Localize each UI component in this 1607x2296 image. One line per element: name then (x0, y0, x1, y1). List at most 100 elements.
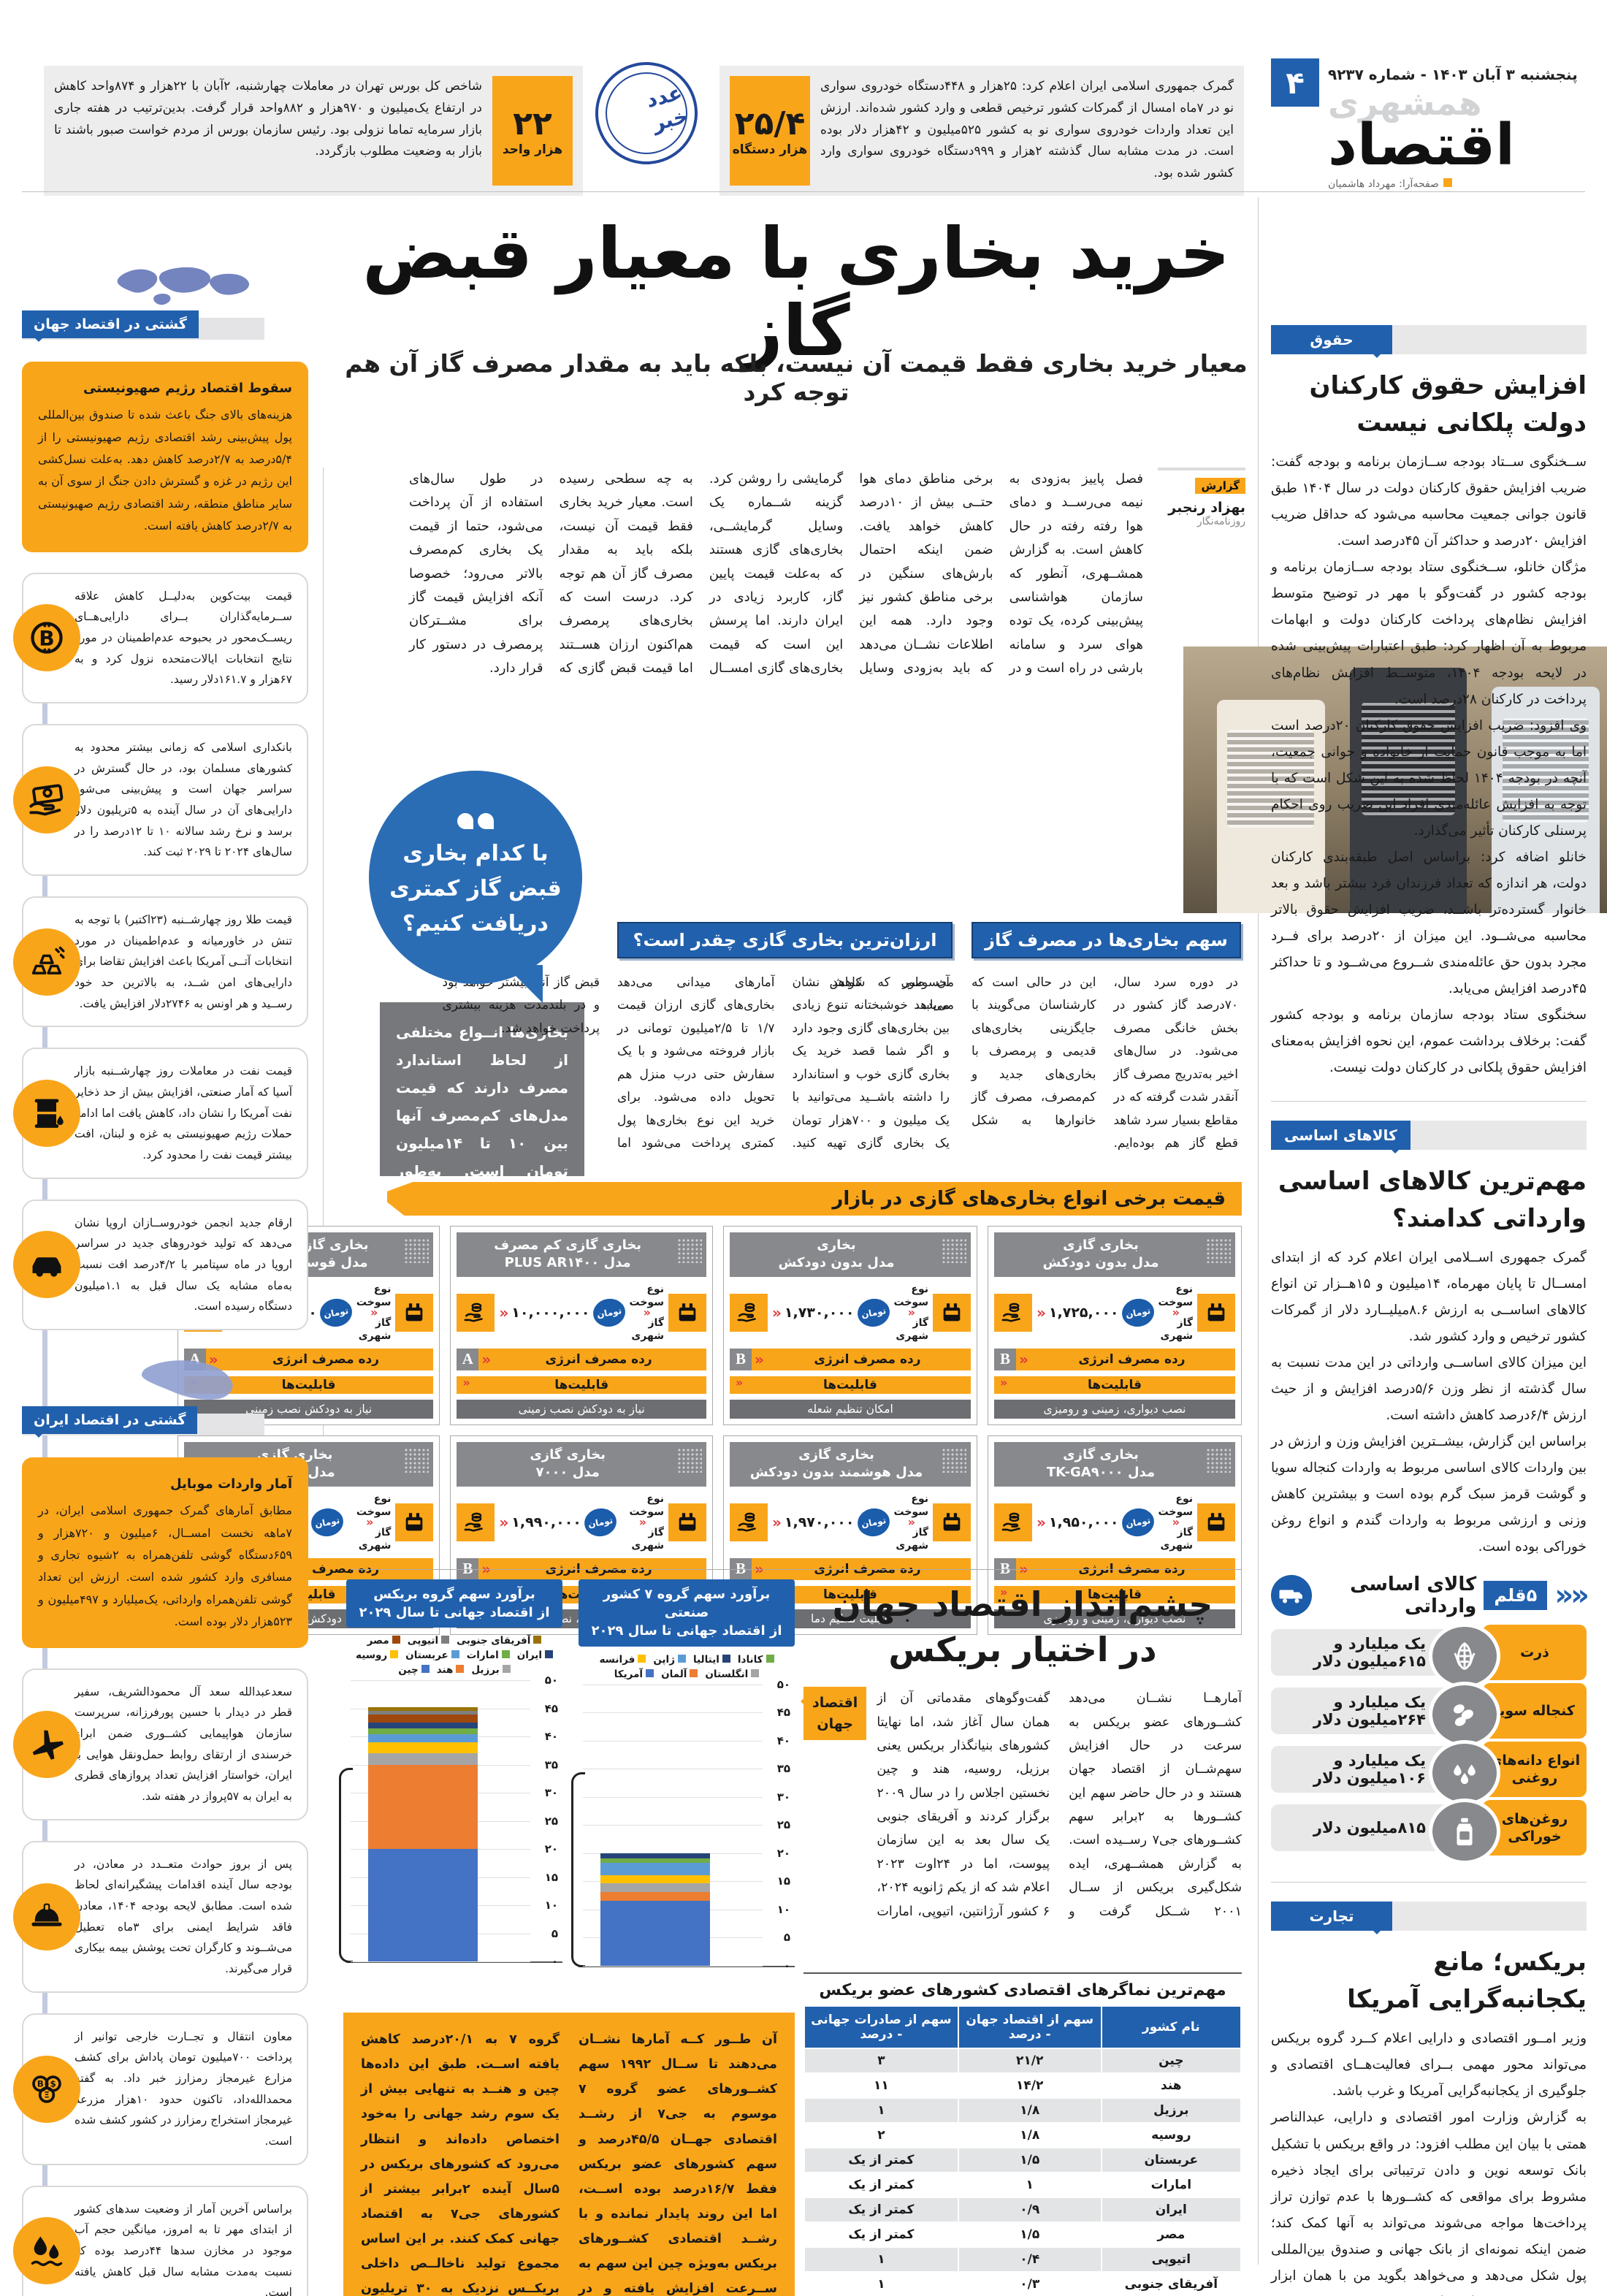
heater-card: بخاری گازی مدل TK-GA۹۰۰۰ نوع سوخت « گاز ش… (987, 1435, 1242, 1635)
import-item-row: ذرت یک میلیارد و ۶۱۵میلیون دلار (1271, 1623, 1587, 1690)
report-tag: گزارش (1195, 478, 1245, 494)
chevron-down-icon: « (462, 1375, 470, 1389)
svg-text:B: B (37, 2078, 44, 2089)
chevron-down-icon: « (643, 1305, 651, 1319)
chevron-down-icon: « (999, 1375, 1007, 1389)
legend-item: چین (398, 1664, 430, 1676)
article-salaries: حقوق افزایش حقوق کارکنان دولت پلکانی نیس… (1271, 325, 1587, 1102)
chevron-left-icon: « (771, 1513, 782, 1531)
chevron-down-icon: « (999, 1584, 1007, 1599)
chart-plot: ۰ ۵ ۱۰ ۱۵ ۲۰ ۲۵ ۳۰ ۳۵ ۴۰ ۴۵ ۵۰ (571, 1678, 795, 1972)
miner-helmet-icon (13, 1883, 80, 1950)
energy-class-letter: B (993, 1348, 1016, 1370)
iran-section-header: گشتی در اقتصاد ایران (22, 1406, 308, 1441)
bracket-decoration (571, 1771, 585, 1967)
hand-coins-icon (729, 1293, 768, 1332)
energy-class-letter: B (729, 1557, 752, 1580)
bar-segment-کانادا (600, 1858, 710, 1864)
sidebar-item-text: ارقام جدید انجمن خودروســازان اروپا نشان… (75, 1216, 293, 1313)
import-item-row: انواع دانه‌های روغنی یک میلیارد و ۱۰۶میل… (1271, 1740, 1587, 1807)
sidebar: گشتی در اقتصاد جهان سقوط اقتصاد رژیم صهی… (13, 259, 308, 2296)
chevron-down-icon: « (370, 1305, 378, 1319)
brics-article: چشم‌انداز اقتصاد جهان در اختیار بریکس آم… (800, 1582, 1242, 1928)
heater-card-title: بخاری گازی کم مصرف مدل PLUS AR۱۴۰۰ (457, 1232, 706, 1277)
energy-rating-row: رده مصرف انرژی « B (993, 1348, 1235, 1370)
chart-title: برآورد سهم گروه ۷ کشور صنعتی از اقتصاد ج… (579, 1579, 795, 1647)
table-header-row: نام کشور سهم از اقتصاد جهان - درصد سهم ا… (804, 2005, 1243, 2049)
bar-segment-هند (368, 1764, 478, 1850)
gas-meter-icon (395, 1503, 434, 1541)
sidebar-item-text: براساس آخرین آمار از وضعیت سدهای کشور از… (75, 2202, 292, 2296)
chevron-left-icon: « (1018, 1560, 1028, 1578)
bar-segment-ایران (368, 1723, 478, 1728)
chevron-down-icon: « (1172, 1514, 1180, 1529)
import-item-value: یک میلیارد و ۶۱۵میلیون دلار (1313, 1635, 1426, 1671)
energy-rating-row: رده مصرف انرژی « B (729, 1348, 971, 1370)
table-row: روسیه ۱/۸ ۲ (804, 2122, 1243, 2148)
gold-bars-icon (13, 928, 80, 996)
sidebar-world-item: قیمت طلا روز چهارشــنبه (۲۳اکتبر) با توج… (13, 896, 308, 1028)
axis-tick: ۵ (551, 1926, 558, 1940)
legend-item: امارات (467, 1649, 510, 1661)
bar-segment-عربستان (368, 1734, 478, 1743)
sidebar-world-item: بانکداری اسلامی که زمانی بیشتر محدود به … (13, 723, 308, 876)
column-header: سهم از صادرات جهانی - درصد (804, 2005, 959, 2049)
sidebar-item-text: بانکداری اسلامی که زمانی بیشتر محدود به … (75, 740, 293, 859)
chart-plot: ۰ ۵ ۱۰ ۱۵ ۲۰ ۲۵ ۳۰ ۳۵ ۴۰ ۴۵ ۵۰ (339, 1674, 562, 1968)
axis-tick: ۲۵ (776, 1818, 790, 1832)
energy-rating-row: رده مصرف انرژی « A (183, 1348, 434, 1370)
gas-meter-icon (668, 1293, 706, 1332)
energy-rating-label: رده مصرف انرژی (1078, 1351, 1186, 1367)
chart-legend: آفریقای جنوبی اتیوپی مصر ایران امارات عربستان… (346, 1635, 562, 1676)
legend-item: برزیل (471, 1664, 511, 1676)
fuel-type-label: نوع سوخت (356, 1283, 392, 1308)
features-row: قابلیت‌ها« (993, 1375, 1235, 1394)
gas-meter-icon (668, 1503, 706, 1541)
fuel-type-label: نوع سوخت (356, 1492, 392, 1518)
heater-photo-item (1216, 700, 1325, 913)
chevron-down-icon: « (1172, 1305, 1180, 1319)
heater-card: بخاری گازی کم مصرف مدل PLUS AR۱۴۰۰ نوع سو… (450, 1226, 713, 1425)
number-news-left: ۲۲ هزار واحد شاخص کل بورس تهران در معامل… (44, 66, 583, 196)
fuel-type-value: گاز شهری (896, 1316, 928, 1342)
section-tab: تجارت (1271, 1902, 1392, 1935)
sidebar-iran-item: پس از بروز حوادث متعــدد در معادن، در بو… (13, 1840, 308, 1993)
heater-photo-item (1491, 686, 1600, 913)
axis-tick: ۴۵ (776, 1706, 790, 1720)
news-unit: هزار دستگاه (732, 142, 808, 157)
truck-icon (1271, 1575, 1312, 1617)
import-item-row: روغن‌های خوراکی ۸۱۵میلیون دلار (1271, 1799, 1587, 1865)
car-icon (13, 1231, 80, 1299)
article-body: وزیر امــور اقتصادی و دارایی اعلام کــرد… (1271, 2031, 1587, 2296)
toman-badge: تومان (855, 1296, 892, 1330)
axis-tick: ۰ (551, 1955, 558, 1969)
bubble-line: دریافت کنیم؟ (402, 911, 549, 937)
bar-segment-آمریکا (600, 1901, 710, 1966)
energy-rating-label: رده مصرف انرژی (814, 1561, 921, 1576)
iran-lead-box: آمار واردات موبایل مطابق آمارهای گمرک جم… (22, 1457, 308, 1648)
axis-tick: ۲۰ (544, 1842, 558, 1856)
bar-segment-آفریقای جنوبی (368, 1707, 478, 1712)
sidebar-iran-item: براساس آخرین آمار از وضعیت سدهای کشور از… (13, 2185, 308, 2296)
svg-text:Ξ: Ξ (44, 2089, 50, 2099)
orange-dot-icon (1443, 178, 1452, 187)
bubble-line: با کدام بخاری (402, 841, 549, 866)
toman-badge: تومان (309, 1506, 346, 1539)
lead-text: فصل پاییز به‌زودی به نیمه می‌رســد و دما… (409, 471, 1143, 676)
fuel-type-value: گاز شهری (631, 1526, 664, 1552)
heater-card-title: بخاری گازی مدل TK-GA۹۰۰۰ (993, 1441, 1235, 1487)
price-value: ۱,۹۷۰,۰۰۰ (784, 1514, 855, 1530)
column-header: نام کشور (1100, 2005, 1243, 2049)
toman-badge: تومان (581, 1506, 619, 1539)
bubble-line: قبض گاز کمتری (389, 876, 562, 901)
import-item-value: ۸۱۵میلیون دلار (1313, 1819, 1426, 1837)
news-text: شاخص کل بورس تهران در معاملات چهارشنبه، … (54, 79, 483, 159)
heater-cards-grid: بخاری گازی مدل بدون دودکش نوع سوخت « گاز … (177, 1226, 1242, 1635)
fuel-type-value: گاز شهری (358, 1526, 392, 1552)
section-tab: گشتی در اقتصاد ایران (22, 1406, 198, 1438)
bar-segment-اتیوپی (368, 1711, 478, 1715)
date-line: پنجشنبه ۳ آبان ۱۴۰۳ - شماره ۹۲۳۷ (1328, 66, 1578, 83)
sidebar-iran-item: B $ Ξ معاون انتقال و تجــارت خارجی توانیر … (13, 2013, 308, 2165)
energy-rating-row: رده مصرف انرژی « B (993, 1557, 1235, 1580)
oil-bottle-icon (1429, 1799, 1500, 1865)
